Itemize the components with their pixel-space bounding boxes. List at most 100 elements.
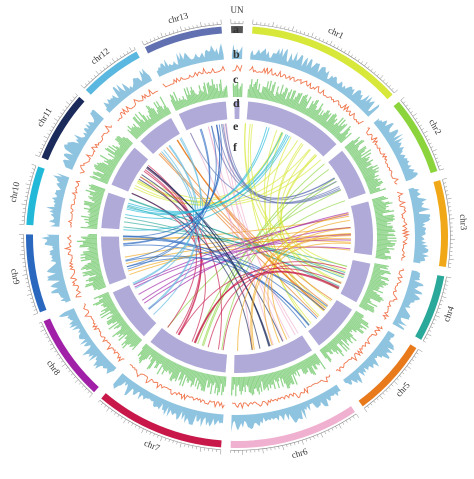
tick [26,184,30,185]
density-bar [231,377,233,396]
tick [96,71,99,74]
chromosome-label: chr12 [89,46,111,66]
tick [35,155,39,157]
chromosome-label: chr3 [458,214,469,231]
density-line [65,235,81,297]
tick [154,38,155,40]
tick [201,22,202,26]
tick [32,164,36,165]
tick [443,178,447,179]
tick [118,415,119,417]
tick [296,30,297,32]
tick [88,81,90,83]
tick [314,436,315,438]
tick [29,180,31,181]
tick [41,326,43,327]
tick [38,152,40,153]
tick [188,445,189,447]
tick [334,44,335,46]
tick [425,338,427,339]
tick [346,421,347,423]
tick [68,371,70,373]
tick [323,39,324,41]
density-bar [234,377,235,385]
chromosome-label: chr2 [427,117,444,136]
tick [447,198,451,199]
density-bar [377,239,388,240]
density-bar [377,232,388,233]
density-bar [377,236,387,237]
track-label: b [233,47,240,61]
tick [154,434,155,436]
tick [44,141,46,142]
tick [32,169,34,170]
tick [160,437,162,441]
tick [419,349,423,351]
tick [185,27,186,29]
link [270,137,320,316]
tick [332,428,333,430]
tick [189,26,190,28]
tick [74,377,76,379]
tick [361,61,362,63]
tick [129,47,131,51]
tick [85,389,87,391]
tick [298,442,299,444]
tick [445,187,447,188]
tick [169,32,170,34]
tick [150,39,151,41]
density-bar [81,237,97,238]
tick [368,66,369,68]
density-bar [237,377,238,387]
tick [383,393,385,395]
density-bar [89,234,97,235]
tick [300,31,301,33]
tick [328,430,329,432]
tick [319,38,320,40]
tick [365,62,368,66]
tick [94,75,96,77]
block [101,193,125,230]
tick [161,33,163,37]
block [351,201,373,255]
block [111,148,148,192]
tick [337,46,338,48]
tick [371,69,373,71]
tick [111,410,112,412]
chromosome-label: chr6 [290,446,309,460]
tick [62,364,66,367]
tick [413,114,417,116]
tick [290,444,291,446]
density-bar [233,377,234,390]
tick [380,396,383,399]
tick [103,67,104,69]
tick [158,36,159,38]
tick [27,294,31,295]
tick [56,354,58,355]
track-label: a [233,22,239,36]
tick [26,282,28,283]
tick [383,80,385,82]
tick [403,102,405,104]
tick [405,369,407,370]
density-bar [239,377,240,391]
tick [54,123,56,124]
tick [63,109,65,110]
density-bar [83,238,97,239]
tick [146,431,147,433]
tick [401,97,404,100]
tick [200,448,201,452]
track-label: f [233,140,238,154]
chromosome-label: chr5 [394,380,413,399]
tick [139,427,140,429]
tick [434,319,436,320]
tick [82,386,84,388]
tick [41,330,45,332]
tick [441,300,443,301]
tick [443,293,445,294]
tick [431,327,433,328]
tick [397,379,399,381]
tick [60,113,62,114]
tick [50,347,54,349]
tick [415,118,417,119]
